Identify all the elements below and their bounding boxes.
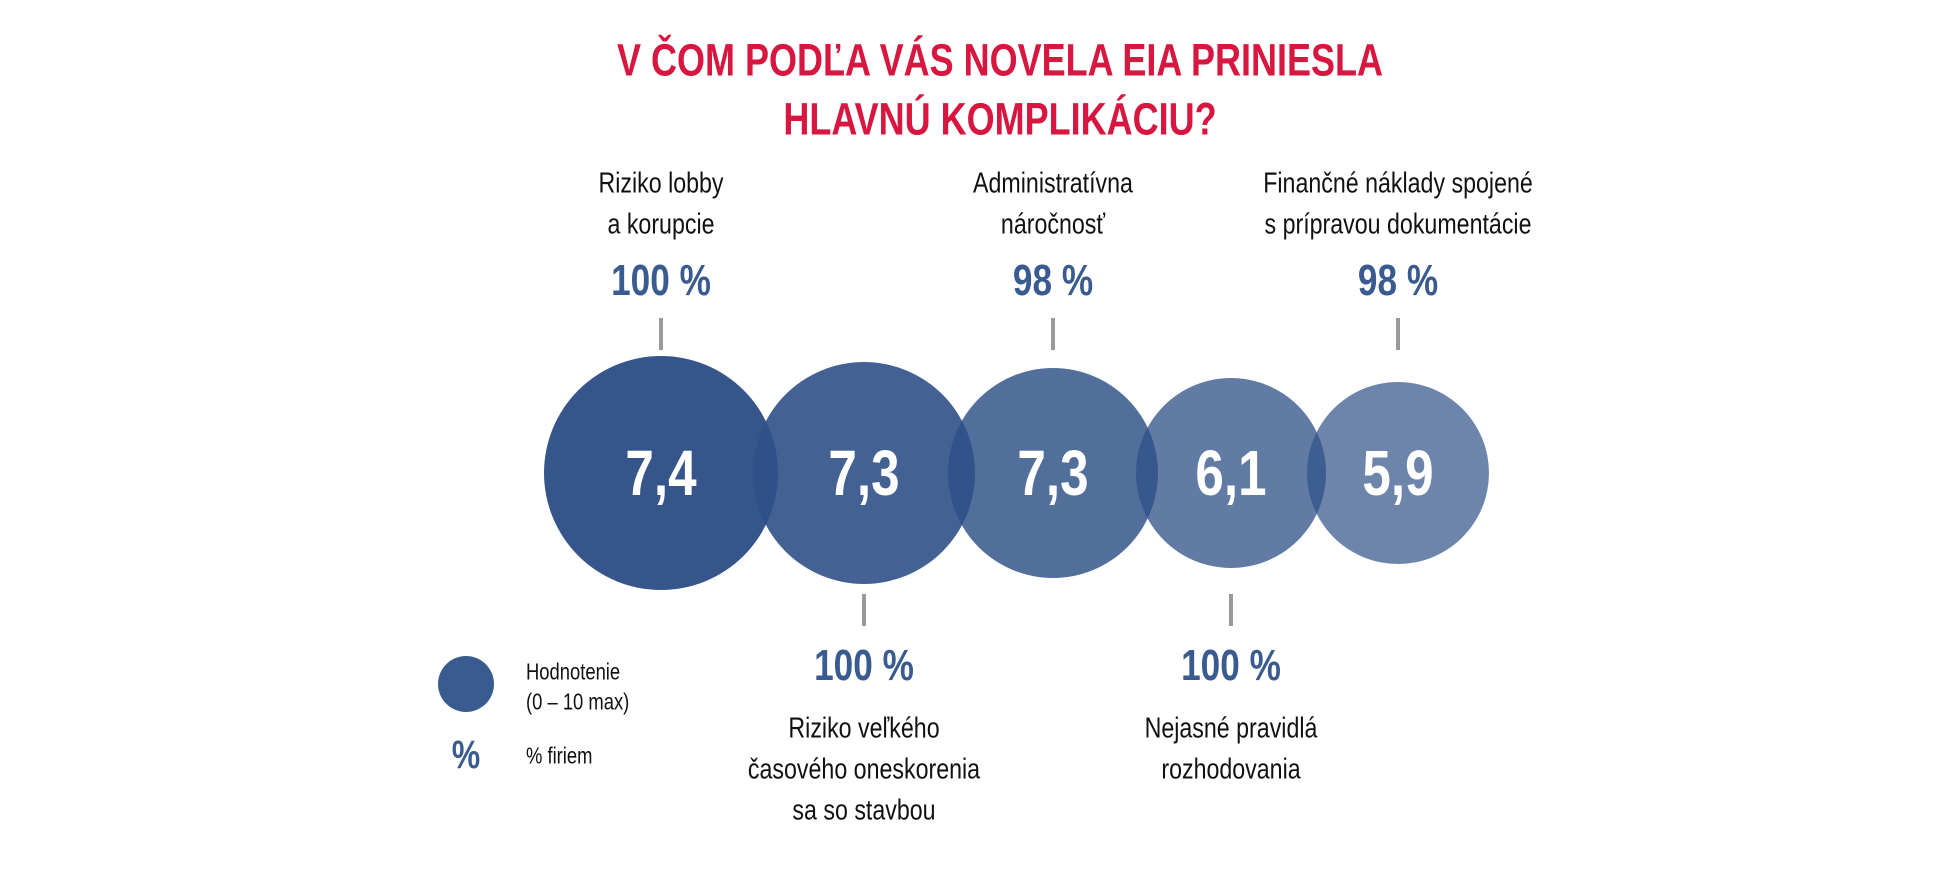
rating-bubble bbox=[544, 356, 778, 590]
percent-value: 98 % bbox=[1012, 256, 1094, 305]
rating-value: 7,4 bbox=[625, 437, 697, 509]
item-label: sa so stavbou bbox=[792, 794, 936, 827]
percent-value: 100 % bbox=[1181, 641, 1281, 690]
item-label: rozhodovania bbox=[1161, 753, 1301, 786]
percent-value: 100 % bbox=[611, 256, 711, 305]
percent-value: 98 % bbox=[1357, 256, 1439, 305]
legend-percent-label: % firiem bbox=[526, 742, 593, 769]
legend-percent-symbol: % bbox=[451, 733, 481, 777]
chart-title-line-2: HLAVNÚ KOMPLIKÁCIU? bbox=[783, 93, 1217, 145]
rating-value: 7,3 bbox=[1017, 437, 1089, 509]
item-label: a korupcie bbox=[607, 208, 715, 241]
rating-value: 7,3 bbox=[828, 437, 900, 509]
rating-bubble bbox=[948, 368, 1158, 578]
rating-value: 5,9 bbox=[1362, 437, 1434, 509]
item-label: Riziko lobby bbox=[598, 167, 724, 200]
percent-value: 100 % bbox=[814, 641, 914, 690]
rating-bubble bbox=[753, 362, 975, 584]
legend-rating-label: Hodnotenie bbox=[526, 658, 621, 685]
item-label: s prípravou dokumentácie bbox=[1264, 208, 1532, 241]
legend-rating-scale: (0 – 10 max) bbox=[526, 688, 630, 715]
chart-title-line-1: V ČOM PODĽA VÁS NOVELA EIA PRINIESLA bbox=[616, 34, 1384, 86]
item-label: Nejasné pravidlá bbox=[1144, 712, 1318, 745]
item-label: náročnosť bbox=[1000, 208, 1106, 241]
rating-bubble bbox=[1136, 378, 1326, 568]
item-label: Administratívna bbox=[973, 167, 1133, 200]
item-label: Riziko veľkého bbox=[788, 712, 940, 745]
rating-bubble bbox=[1307, 382, 1489, 564]
rating-value: 6,1 bbox=[1195, 437, 1267, 509]
item-label: časového oneskorenia bbox=[747, 753, 981, 786]
legend-circle-icon bbox=[438, 656, 494, 712]
item-label: Finančné náklady spojené bbox=[1263, 167, 1533, 200]
